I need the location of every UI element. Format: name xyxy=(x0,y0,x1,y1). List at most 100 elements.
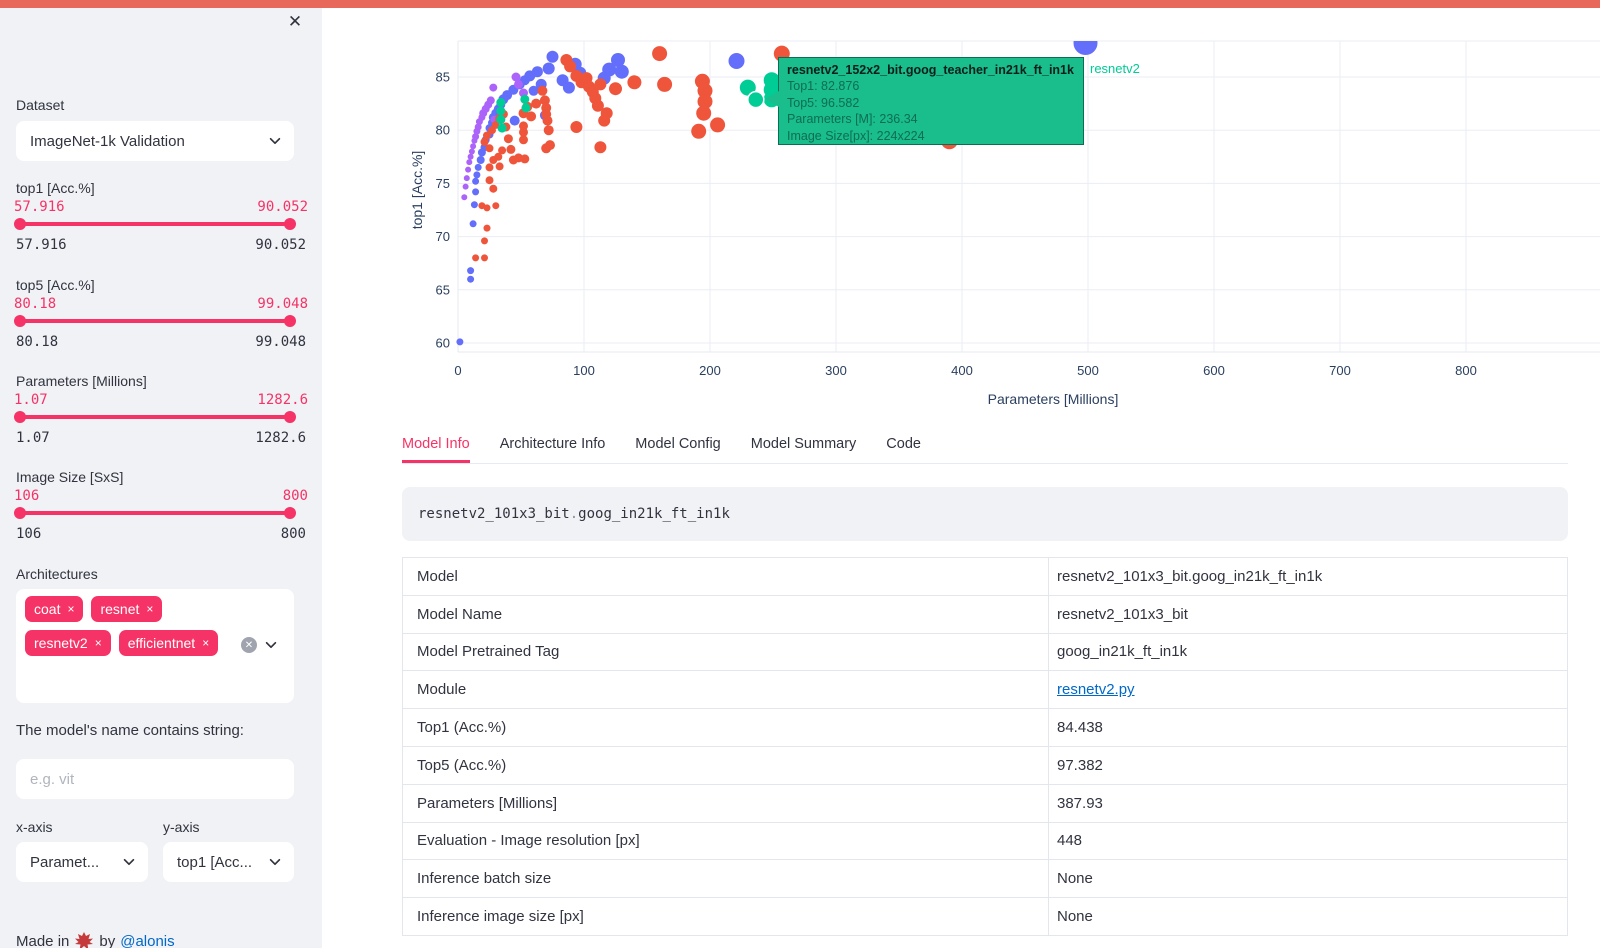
scatter-point[interactable] xyxy=(1073,31,1098,55)
author-link[interactable]: @alonis xyxy=(120,932,175,948)
scatter-point[interactable] xyxy=(691,123,707,139)
tab-architecture-info[interactable]: Architecture Info xyxy=(499,436,606,452)
scatter-point[interactable] xyxy=(480,137,489,146)
scatter-point[interactable] xyxy=(514,79,523,89)
slider-thumb-max[interactable] xyxy=(284,411,296,423)
slider-thumb-max[interactable] xyxy=(284,315,296,327)
scatter-point[interactable] xyxy=(728,53,745,69)
scatter-point[interactable] xyxy=(469,220,477,228)
scatter-point[interactable] xyxy=(652,46,668,62)
scatter-point[interactable] xyxy=(542,115,553,126)
tab-model-info[interactable]: Model Info xyxy=(402,436,470,463)
scatter-point[interactable] xyxy=(520,154,530,164)
scatter-point[interactable] xyxy=(542,62,555,75)
scatter-point[interactable] xyxy=(564,60,577,73)
scatter-point[interactable] xyxy=(611,53,625,67)
slider-thumb-min[interactable] xyxy=(14,315,26,327)
scatter-point[interactable] xyxy=(466,159,473,166)
slider-track[interactable] xyxy=(14,411,296,423)
scatter-point[interactable] xyxy=(600,107,613,120)
slider-thumb-min[interactable] xyxy=(14,218,26,230)
scatter-point[interactable] xyxy=(545,140,555,151)
scatter-point[interactable] xyxy=(467,275,475,283)
tag-remove-icon[interactable]: × xyxy=(202,636,210,650)
scatter-point[interactable] xyxy=(696,105,712,121)
scatter-point[interactable] xyxy=(495,162,504,171)
scatter-point[interactable] xyxy=(489,184,498,193)
scatter-point[interactable] xyxy=(570,121,583,133)
architecture-tag-resnetv2[interactable]: resnetv2 × xyxy=(25,630,111,656)
scatter-point[interactable] xyxy=(489,83,498,92)
tab-model-summary[interactable]: Model Summary xyxy=(750,436,857,452)
scatter-point[interactable] xyxy=(627,75,642,90)
slider-thumb-max[interactable] xyxy=(284,218,296,230)
scatter-point[interactable] xyxy=(485,176,494,185)
scatter-point[interactable] xyxy=(739,79,756,96)
scatter-point[interactable] xyxy=(531,66,543,78)
scatter-point[interactable] xyxy=(496,115,506,125)
scatter-point[interactable] xyxy=(463,175,470,182)
module-link[interactable]: resnetv2.py xyxy=(1057,681,1135,699)
scatter-point[interactable] xyxy=(546,50,559,63)
scatter-point[interactable] xyxy=(483,131,491,140)
scatter-point[interactable] xyxy=(494,152,503,161)
slider-thumb-min[interactable] xyxy=(14,411,26,423)
scatter-point[interactable] xyxy=(496,98,506,107)
y-axis-select[interactable]: top1 [Acc... xyxy=(163,842,294,882)
architecture-tag-efficientnet[interactable]: efficientnet × xyxy=(118,630,219,656)
scatter-point[interactable] xyxy=(485,163,494,172)
scatter-point[interactable] xyxy=(474,163,482,171)
scatter-point[interactable] xyxy=(472,188,480,196)
scatter-point[interactable] xyxy=(492,202,500,210)
scatter-point[interactable] xyxy=(602,62,617,77)
scatter-point[interactable] xyxy=(543,125,554,136)
scatter-point[interactable] xyxy=(710,117,726,133)
tag-remove-icon[interactable]: × xyxy=(146,602,154,616)
scatter-point[interactable] xyxy=(498,146,507,155)
architecture-tag-resnet[interactable]: resnet × xyxy=(91,596,163,622)
scatter-point[interactable] xyxy=(473,171,481,179)
scatter-point[interactable] xyxy=(485,144,494,153)
clear-all-icon[interactable]: ✕ xyxy=(241,637,257,653)
scatter-point[interactable] xyxy=(497,123,507,133)
scatter-point[interactable] xyxy=(521,103,531,113)
tag-remove-icon[interactable]: × xyxy=(67,602,75,616)
scatter-point[interactable] xyxy=(503,134,513,144)
scatter-point[interactable] xyxy=(697,94,713,109)
scatter-point[interactable] xyxy=(509,115,520,126)
scatter-point[interactable] xyxy=(470,201,478,209)
slider-thumb-max[interactable] xyxy=(284,507,296,519)
slider-track[interactable] xyxy=(14,507,296,519)
scatter-point[interactable] xyxy=(465,166,472,173)
x-axis-select[interactable]: Paramet... xyxy=(16,842,148,882)
architecture-tag-coat[interactable]: coat × xyxy=(25,596,84,622)
tag-remove-icon[interactable]: × xyxy=(94,636,102,650)
scatter-point[interactable] xyxy=(697,83,713,99)
scatter-point[interactable] xyxy=(591,99,604,112)
scatter-point[interactable] xyxy=(594,78,607,91)
scatter-point[interactable] xyxy=(483,224,491,232)
close-sidebar-icon[interactable]: ✕ xyxy=(287,12,303,31)
scatter-point[interactable] xyxy=(468,148,475,155)
scatter-point[interactable] xyxy=(539,95,550,106)
scatter-point[interactable] xyxy=(483,204,491,212)
scatter-point[interactable] xyxy=(481,254,488,262)
scatter-point[interactable] xyxy=(609,82,622,96)
tab-code[interactable]: Code xyxy=(886,436,921,452)
scatter-point[interactable] xyxy=(657,76,673,92)
scatter-point[interactable] xyxy=(472,177,480,185)
scatter-point[interactable] xyxy=(528,85,539,96)
scatter-point[interactable] xyxy=(470,143,477,150)
scatter-point[interactable] xyxy=(496,106,506,116)
scatter-point[interactable] xyxy=(537,85,548,96)
scatter-point[interactable] xyxy=(614,64,629,79)
slider-track[interactable] xyxy=(14,218,296,230)
scatter-point[interactable] xyxy=(531,98,542,109)
scatter-point[interactable] xyxy=(519,135,528,145)
chevron-down-icon[interactable] xyxy=(264,638,278,652)
tab-model-config[interactable]: Model Config xyxy=(635,436,721,452)
scatter-point[interactable] xyxy=(461,194,468,201)
scatter-point[interactable] xyxy=(467,267,475,275)
scatter-point[interactable] xyxy=(467,153,474,160)
scatter-point[interactable] xyxy=(519,121,528,131)
